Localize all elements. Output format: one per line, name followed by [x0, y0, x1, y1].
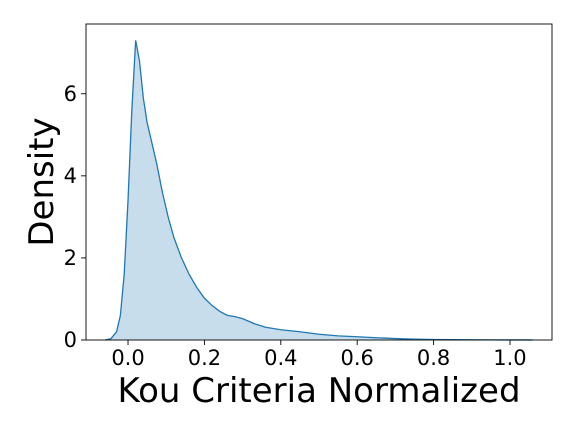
x-tick-label: 0.4: [264, 346, 297, 370]
y-tick-label: 6: [64, 82, 77, 106]
plot-frame: [85, 23, 553, 341]
y-tick-label: 2: [64, 246, 77, 270]
y-tick-label: 0: [64, 328, 77, 352]
y-axis-label: Density: [22, 117, 62, 246]
x-axis-label: Kou Criteria Normalized: [117, 371, 520, 411]
y-axis-ticks: 0 2 4 6: [64, 82, 86, 352]
density-area: [105, 40, 533, 341]
x-tick-label: 0.2: [188, 346, 221, 370]
x-tick-label: 0.8: [417, 346, 450, 370]
x-tick-label: 0.0: [111, 346, 144, 370]
x-axis-ticks: 0.0 0.2 0.4 0.6 0.8 1.0: [111, 340, 527, 370]
y-tick-label: 4: [64, 164, 77, 188]
x-tick-label: 0.6: [340, 346, 373, 370]
x-tick-label: 1.0: [493, 346, 526, 370]
density-line: [104, 40, 533, 341]
